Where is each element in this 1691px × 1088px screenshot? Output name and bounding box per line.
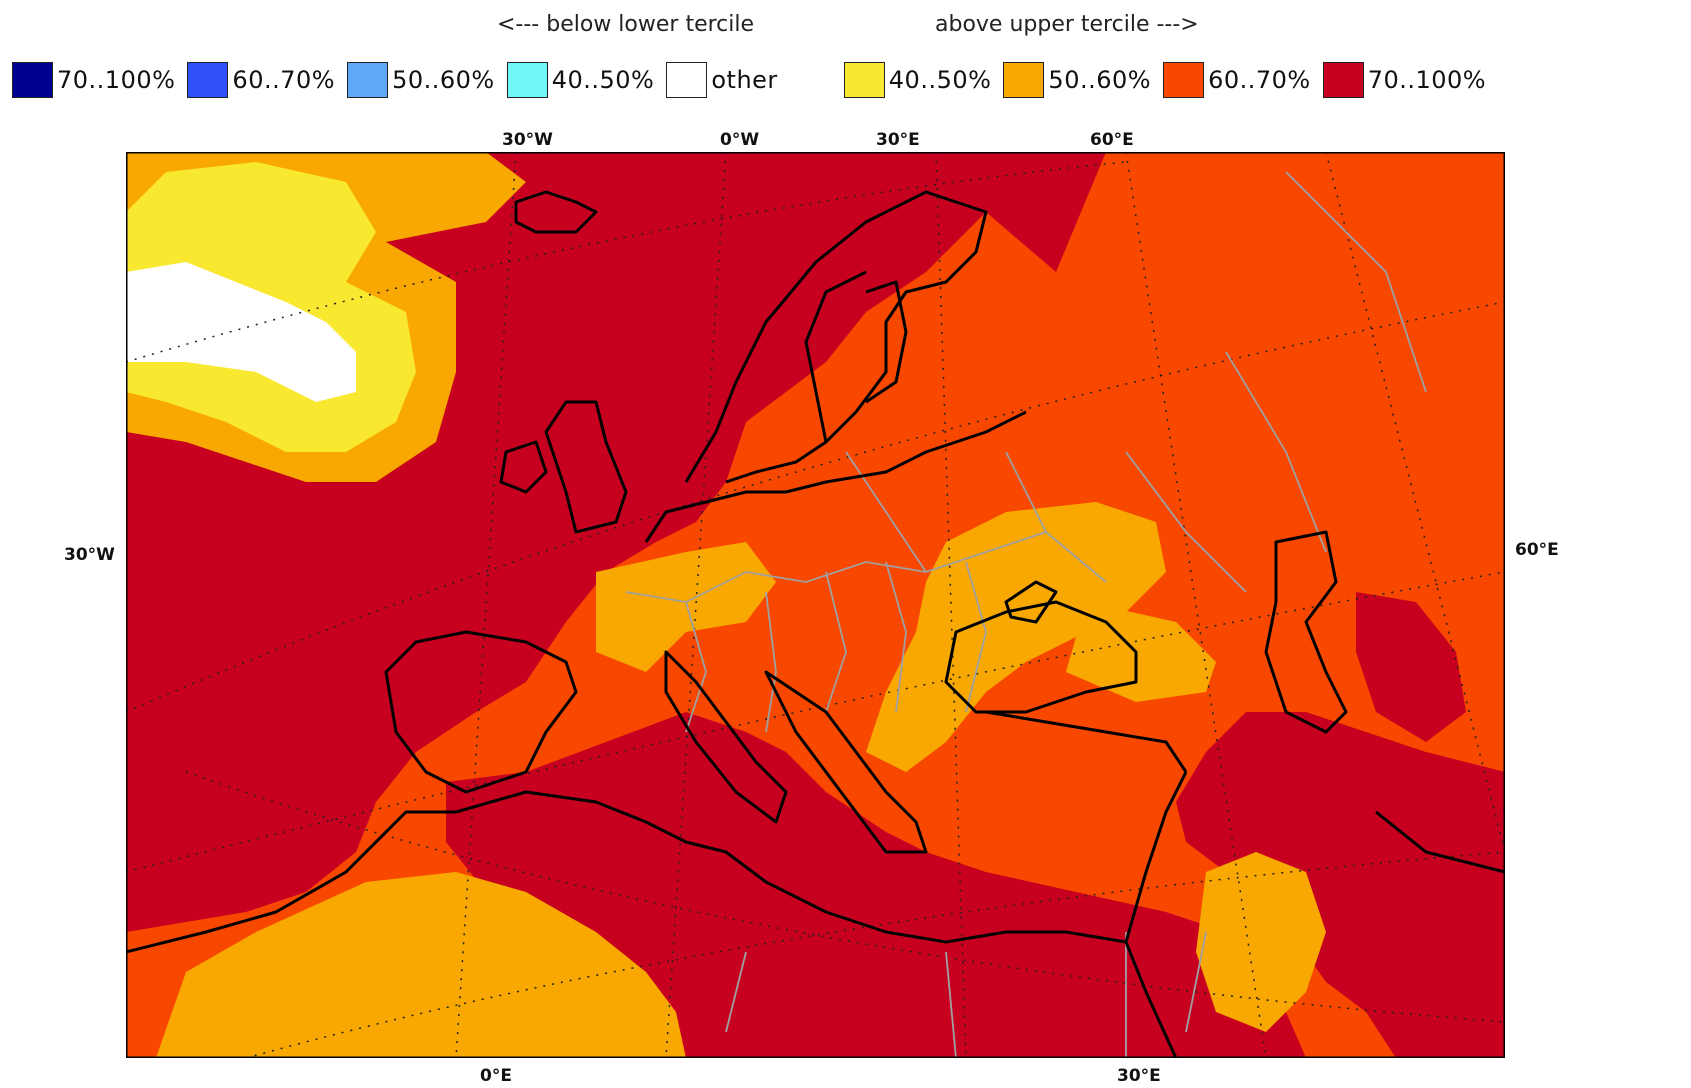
legend-label: 70..100% xyxy=(1367,66,1487,94)
lon-label-top-30e: 30°E xyxy=(876,130,920,150)
legend: 70..100% 60..70% 50..60% 40..50% other 4… xyxy=(12,62,1498,98)
legend-label: 60..70% xyxy=(1208,66,1311,94)
legend-swatch xyxy=(666,62,708,98)
legend-item-below-60-70: 60..70% xyxy=(187,62,335,98)
lon-label-bottom-0e: 0°E xyxy=(480,1066,512,1086)
legend-item-below-50-60: 50..60% xyxy=(347,62,495,98)
legend-label: other xyxy=(711,66,778,94)
legend-swatch xyxy=(843,62,885,98)
legend-swatch xyxy=(506,62,548,98)
region-50-60-france xyxy=(596,542,776,672)
legend-below-header: <--- below lower tercile xyxy=(497,12,755,37)
legend-item-above-40-50: 40..50% xyxy=(843,62,992,98)
region-70-100-mediterranean xyxy=(446,712,1306,1058)
lon-label-top-0w: 0°W xyxy=(720,130,760,150)
legend-item-other: other xyxy=(666,62,777,98)
legend-swatch xyxy=(12,62,53,98)
coastlines xyxy=(126,190,1505,1058)
graticule xyxy=(126,152,1505,1058)
legend-label: 70..100% xyxy=(57,66,176,94)
legend-label: 50..60% xyxy=(1048,66,1152,94)
legend-swatch xyxy=(1003,62,1045,98)
legend-swatch xyxy=(347,62,389,98)
legend-label: 50..60% xyxy=(392,66,495,94)
region-50-60-middleeast xyxy=(1196,852,1326,1032)
lon-label-top-60e: 60°E xyxy=(1090,130,1134,150)
legend-item-above-50-60: 50..60% xyxy=(1003,62,1151,98)
country-borders xyxy=(625,171,1427,1058)
legend-label: 40..50% xyxy=(551,66,655,94)
lat-label-right-60e: 60°E xyxy=(1515,540,1559,560)
legend-item-above-60-70: 60..70% xyxy=(1163,62,1311,98)
legend-swatch xyxy=(1163,62,1205,98)
probability-map xyxy=(126,152,1505,1058)
region-50-60-north-africa xyxy=(156,872,686,1058)
legend-label: 40..50% xyxy=(888,66,992,94)
region-70-100-east xyxy=(1176,712,1505,1058)
lat-label-left-30w: 30°W xyxy=(64,545,115,565)
legend-item-below-40-50: 40..50% xyxy=(506,62,655,98)
legend-above-header: above upper tercile ---> xyxy=(935,12,1199,37)
legend-item-above-70-100: 70..100% xyxy=(1322,62,1487,98)
legend-item-below-70-100: 70..100% xyxy=(12,62,175,98)
lon-label-top-30w: 30°W xyxy=(502,130,553,150)
lon-label-bottom-30e: 30°E xyxy=(1117,1066,1161,1086)
legend-label: 60..70% xyxy=(232,66,336,94)
region-70-100-caspian xyxy=(1356,592,1466,742)
legend-swatch xyxy=(1322,62,1364,98)
region-50-60-blacksea xyxy=(1066,602,1216,702)
legend-swatch xyxy=(187,62,229,98)
region-other-greenland xyxy=(126,262,356,402)
